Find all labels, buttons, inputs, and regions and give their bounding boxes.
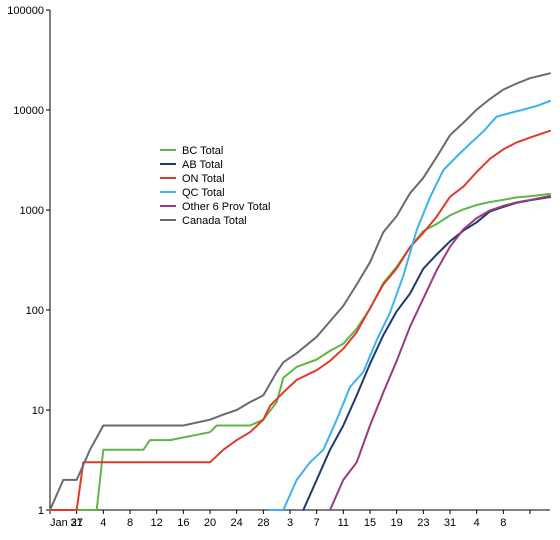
x-tick-label: 31: [444, 517, 456, 529]
x-tick-label: 31: [71, 517, 83, 529]
legend-label: QC Total: [182, 187, 225, 199]
x-tick-label: 19: [391, 517, 403, 529]
x-tick-label: 3: [287, 517, 293, 529]
line-chart: 110100100010000100000Jan 273148121620242…: [0, 0, 560, 540]
y-tick-label: 1000: [20, 205, 44, 217]
x-tick-label: 4: [474, 517, 480, 529]
x-tick-label: 23: [417, 517, 429, 529]
y-tick-label: 1: [38, 505, 44, 517]
legend-label: Canada Total: [182, 215, 247, 227]
x-tick-label: 28: [257, 517, 269, 529]
x-tick-label: 4: [100, 517, 106, 529]
x-tick-label: 7: [314, 517, 320, 529]
y-tick-label: 10000: [13, 105, 44, 117]
chart-background: [0, 0, 560, 540]
x-tick-label: 8: [500, 517, 506, 529]
legend-label: ON Total: [182, 173, 225, 185]
legend-label: BC Total: [182, 145, 223, 157]
x-tick-label: 24: [231, 517, 243, 529]
legend-label: AB Total: [182, 159, 223, 171]
y-tick-label: 100: [26, 305, 44, 317]
x-tick-label: 16: [177, 517, 189, 529]
y-tick-label: 10: [32, 405, 44, 417]
x-tick-label: 12: [151, 517, 163, 529]
x-tick-label: 11: [338, 517, 349, 529]
x-tick-label: 20: [204, 517, 216, 529]
x-tick-label: 8: [127, 517, 133, 529]
y-tick-label: 100000: [7, 5, 44, 17]
legend-label: Other 6 Prov Total: [182, 201, 270, 213]
x-tick-label: 15: [364, 517, 376, 529]
